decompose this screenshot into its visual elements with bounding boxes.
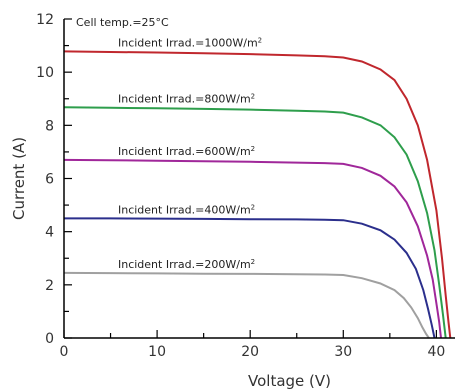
x-tick-label: 20	[241, 344, 259, 360]
y-axis-title: Current (A)	[10, 137, 28, 220]
y-tick-label: 0	[45, 331, 54, 347]
y-tick-label: 12	[36, 12, 54, 28]
y-tick-label: 10	[36, 65, 54, 81]
y-tick-label: 8	[45, 118, 54, 134]
iv-curve	[63, 106, 447, 339]
plot-area: Incident Irrad.=1000W/m2 Incident Irrad.=…	[63, 36, 452, 339]
x-tick-label: 10	[148, 344, 166, 360]
curve-label: Incident Irrad.=600W/m2	[118, 145, 255, 158]
axis-ticks: 0 2 4 6 8 10 12 0 10 20 30 40	[36, 12, 445, 360]
curve-label: Incident Irrad.=400W/m2	[118, 203, 255, 216]
iv-curve	[63, 271, 430, 339]
curve-label: Incident Irrad.=1000W/m2	[118, 36, 262, 49]
y-tick-label: 4	[45, 225, 54, 241]
cell-temp-annotation: Cell temp.=25°C	[76, 16, 169, 29]
x-tick-label: 30	[334, 344, 352, 360]
iv-curve	[63, 158, 442, 339]
iv-curve	[63, 50, 452, 339]
curve-label: Incident Irrad.=800W/m2	[118, 92, 255, 105]
x-tick-label: 40	[427, 344, 445, 360]
curve-label: Incident Irrad.=200W/m2	[118, 258, 255, 271]
x-axis-title: Voltage (V)	[248, 372, 331, 389]
iv-curve	[64, 217, 436, 339]
x-tick-label: 0	[60, 344, 69, 360]
y-tick-label: 6	[45, 172, 54, 188]
y-tick-label: 2	[45, 278, 54, 294]
